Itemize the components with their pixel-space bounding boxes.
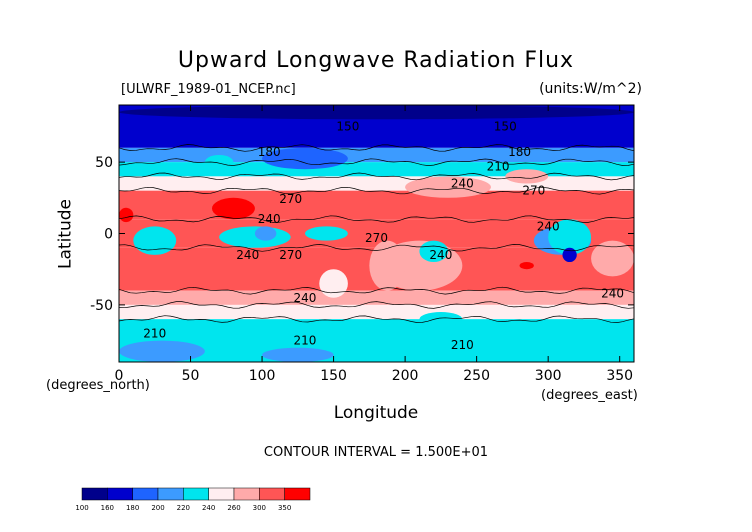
contour-label: 180	[258, 145, 281, 159]
field-patch-13	[519, 262, 534, 270]
x-axis-units: (degrees_east)	[541, 388, 638, 403]
y-tick-label: -50	[90, 298, 113, 314]
file-label: [ULWRF_1989-01_NCEP.nc]	[121, 82, 296, 97]
colorbar-swatch	[233, 487, 260, 501]
field-patch-18	[505, 169, 549, 184]
field-patch-12	[562, 247, 577, 263]
contour-label: 210	[294, 334, 317, 348]
contour-label: 150	[336, 119, 359, 133]
field-patch-20	[419, 312, 463, 327]
contour-label: 240	[236, 248, 259, 262]
x-tick-label: 250	[463, 368, 490, 384]
contour-label: 270	[279, 192, 302, 206]
colorbar-label: 180	[126, 504, 139, 512]
lat-band-4	[119, 190, 634, 220]
contour-label: 210	[451, 338, 474, 352]
contour-label: 240	[258, 212, 281, 226]
field-patch-5	[254, 226, 277, 241]
contour-label: 180	[508, 145, 531, 159]
y-axis-units: (degrees_north)	[46, 378, 150, 393]
contour-label: 240	[294, 291, 317, 305]
contour-line-6	[119, 286, 634, 295]
colorbar-swatch	[284, 487, 311, 501]
x-tick-label: 100	[249, 368, 276, 384]
colorbar-swatch	[132, 487, 159, 501]
lat-band-1	[119, 147, 634, 163]
contour-line-1	[119, 158, 634, 166]
field-patch-6	[304, 226, 348, 241]
field-patch-22	[262, 347, 334, 362]
contour-label: 210	[487, 159, 510, 173]
colorbar-swatch	[157, 487, 184, 501]
field-patch-7	[319, 269, 348, 298]
colorbar-label: 160	[101, 504, 114, 512]
field-patch-14	[591, 240, 634, 277]
contour-line-3	[119, 186, 634, 195]
x-tick-label: 150	[320, 368, 347, 384]
lat-band-8	[119, 304, 634, 320]
contour-line-4	[119, 215, 634, 223]
lat-band-7	[119, 290, 634, 305]
contour-line-2	[119, 172, 634, 181]
colorbar-swatch	[183, 487, 209, 501]
field-patch-19	[405, 176, 491, 198]
colorbar-label: 220	[177, 504, 190, 512]
colorbar-swatch	[81, 487, 108, 501]
contour-label: 270	[365, 231, 388, 245]
field-patch-11	[548, 219, 592, 255]
x-axis-label: Longitude	[333, 403, 419, 423]
x-tick-label: 50	[182, 368, 200, 384]
lat-band-9	[119, 319, 634, 362]
contour-label: 270	[522, 184, 545, 198]
field-patch-4	[219, 226, 291, 248]
contour-line-5	[119, 244, 634, 252]
colorbar-swatch	[259, 487, 285, 501]
lat-band-3	[119, 176, 634, 191]
contour-label: 240	[537, 219, 560, 233]
contour-label: 240	[451, 177, 474, 191]
field-patch-9	[419, 240, 449, 263]
contour-interval-text: CONTOUR INTERVAL = 1.500E+01	[263, 445, 489, 460]
x-tick-label: 300	[535, 368, 562, 384]
contour-label: 270	[279, 248, 302, 262]
contour-line-7	[119, 301, 634, 309]
y-tick-label: 50	[95, 155, 113, 171]
x-tick-label: 0	[115, 368, 124, 384]
contour-label: 210	[143, 326, 166, 340]
field-patch-16	[262, 147, 348, 170]
contour-label: 150	[494, 119, 517, 133]
field-patch-3	[133, 226, 177, 255]
x-tick-label: 200	[392, 368, 419, 384]
colorbar-label: 240	[202, 504, 215, 512]
colorbar-swatch	[208, 487, 235, 501]
field-patch-0	[211, 197, 255, 220]
field-patch-1	[119, 207, 134, 223]
y-tick-label: 0	[104, 227, 113, 243]
contour-label: 240	[429, 248, 452, 262]
field-patch-15	[204, 154, 234, 170]
contour-label: 240	[601, 286, 624, 300]
field-patch-21	[119, 340, 205, 362]
colorbar-label: 350	[278, 504, 291, 512]
colorbar-label: 200	[151, 504, 164, 512]
colorbar-swatch	[107, 487, 133, 501]
x-tick-label: 350	[606, 368, 633, 384]
field-patch-23	[119, 105, 634, 120]
field-patch-8	[369, 240, 406, 291]
units-label: (units:W/m^2)	[539, 81, 642, 97]
contour-line-8	[119, 315, 634, 323]
contour-line-0	[119, 144, 634, 152]
colorbar-label: 100	[75, 504, 88, 512]
colorbar-label: 300	[253, 504, 266, 512]
chart-title: Upward Longwave Radiation Flux	[177, 48, 575, 73]
colorbar-label: 260	[227, 504, 240, 512]
